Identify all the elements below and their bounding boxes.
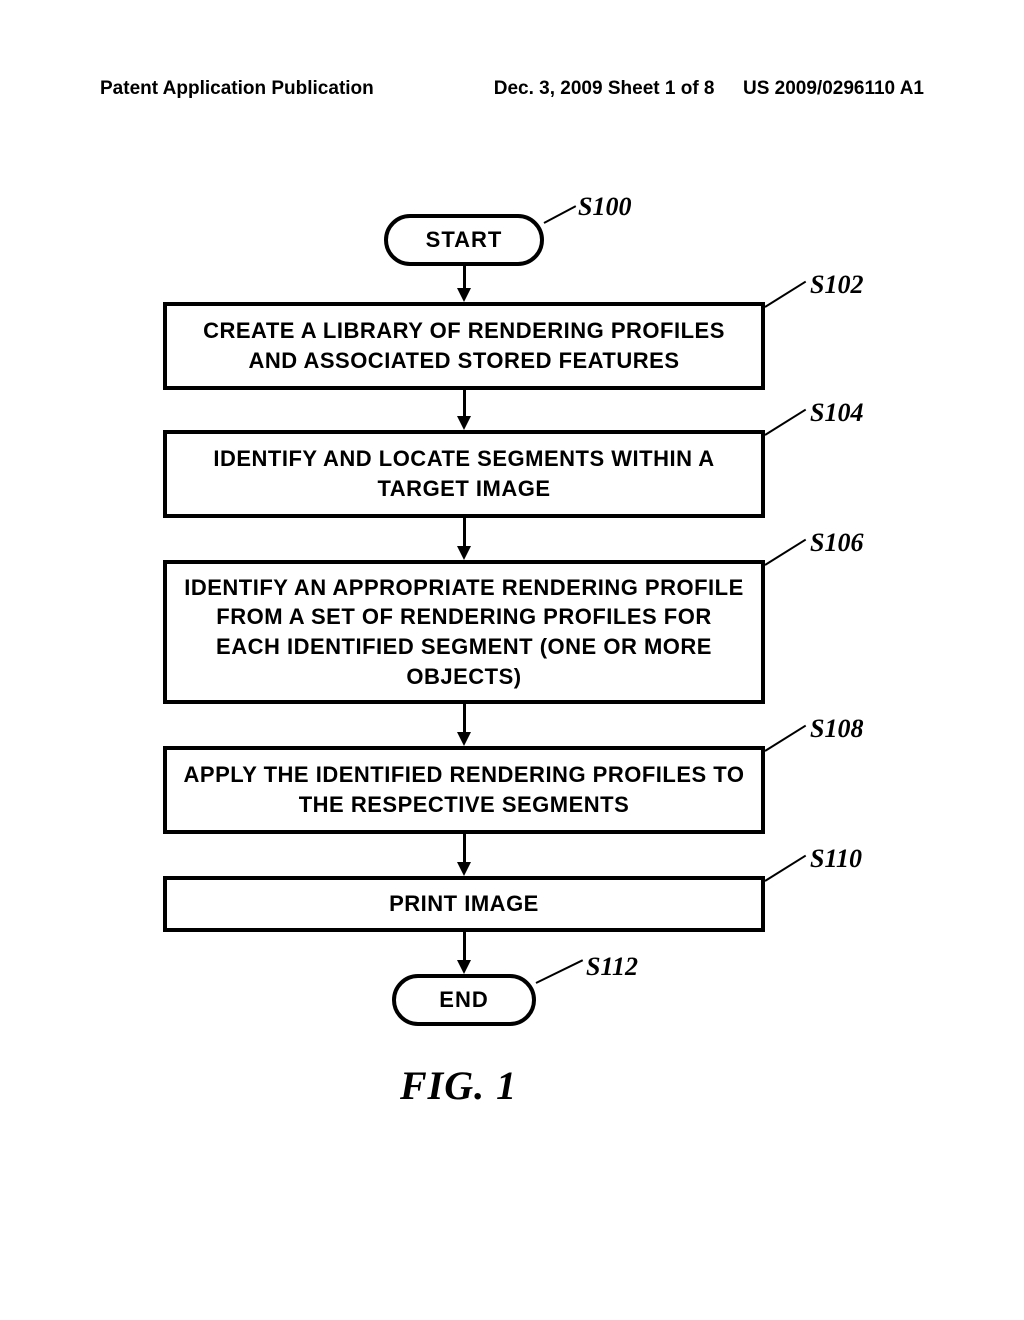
flowchart-edge-4 [463, 834, 466, 864]
flowchart-node-s102: CREATE A LIBRARY OF RENDERING PROFILES A… [163, 302, 765, 390]
flowchart-leader-end [536, 959, 584, 984]
flowchart-edge-5 [463, 932, 466, 962]
flowchart-leader-s104 [764, 409, 806, 436]
flowchart-node-s108: APPLY THE IDENTIFIED RENDERING PROFILES … [163, 746, 765, 834]
flowchart-arrowhead-3 [457, 732, 471, 746]
flowchart-leader-start [544, 205, 577, 224]
flowchart-ref-end: S112 [586, 952, 638, 982]
flowchart-node-s104: IDENTIFY AND LOCATE SEGMENTS WITHIN A TA… [163, 430, 765, 518]
flowchart-arrowhead-0 [457, 288, 471, 302]
flowchart-node-s106: IDENTIFY AN APPROPRIATE RENDERING PROFIL… [163, 560, 765, 704]
flowchart-leader-s102 [764, 281, 806, 308]
flowchart-arrowhead-2 [457, 546, 471, 560]
flowchart-ref-s108: S108 [810, 714, 863, 744]
flowchart-edge-2 [463, 518, 466, 548]
flowchart-arrowhead-4 [457, 862, 471, 876]
flowchart-edge-1 [463, 390, 466, 418]
flowchart-edge-0 [463, 266, 466, 290]
flowchart-ref-s110: S110 [810, 844, 862, 874]
flowchart-ref-start: S100 [578, 192, 631, 222]
flowchart-ref-s104: S104 [810, 398, 863, 428]
flowchart-leader-s108 [764, 725, 806, 752]
flowchart-edge-3 [463, 704, 466, 734]
flowchart-ref-s102: S102 [810, 270, 863, 300]
flowchart-arrowhead-1 [457, 416, 471, 430]
flowchart-node-s110: PRINT IMAGE [163, 876, 765, 932]
flowchart-ref-s106: S106 [810, 528, 863, 558]
flowchart-node-start: START [384, 214, 544, 266]
flowchart-leader-s110 [764, 855, 806, 882]
flowchart-leader-s106 [764, 539, 806, 566]
flowchart-node-end: END [392, 974, 536, 1026]
figure-label: FIG. 1 [400, 1062, 517, 1109]
flowchart-canvas: START S100 CREATE A LIBRARY OF RENDERING P… [0, 0, 1024, 1320]
flowchart-arrowhead-5 [457, 960, 471, 974]
